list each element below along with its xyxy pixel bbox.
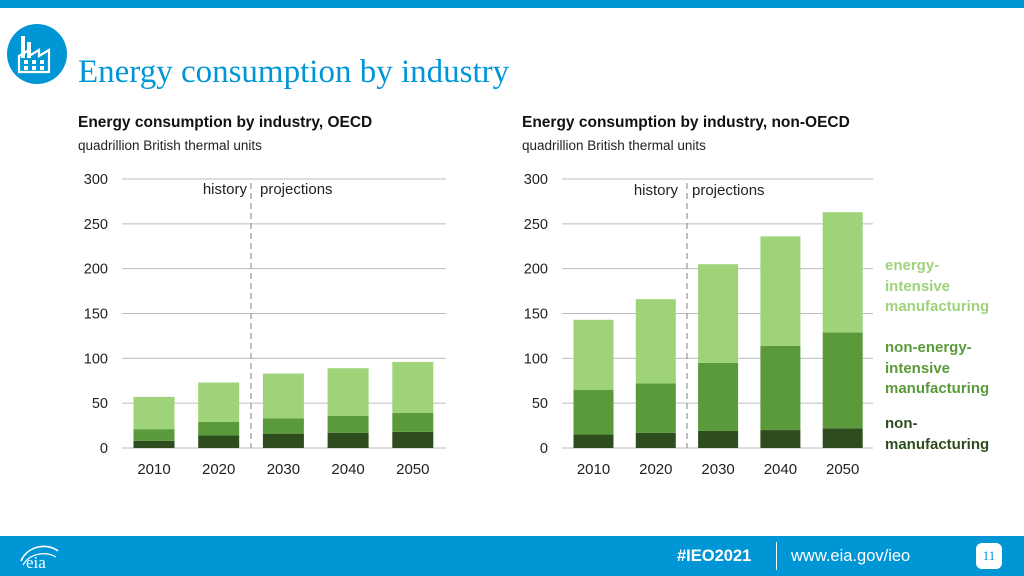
oecd-bar-2040-energy-intensive-manufacturing xyxy=(327,368,369,416)
oecd-y-tick-label: 100 xyxy=(84,351,108,367)
oecd-x-tick-label: 2030 xyxy=(267,461,300,478)
factory-icon xyxy=(7,24,67,84)
oecd-bar-2010-energy-intensive-manufacturing xyxy=(133,396,175,430)
non-oecd-bar-2050-non-energy-intensive-manufacturing xyxy=(822,332,863,429)
non-oecd-bar-2010-non-manufacturing xyxy=(573,434,614,448)
non-oecd-bar-2040-non-energy-intensive-manufacturing xyxy=(760,345,801,431)
legend-non-energy-intensive: non-energy- intensive manufacturing xyxy=(885,338,1015,400)
legend-energy-intensive-line-2: intensive xyxy=(885,277,951,295)
non-oecd-projections-label: projections xyxy=(692,182,765,199)
oecd-x-tick-label: 2040 xyxy=(331,461,364,478)
footer-divider xyxy=(776,542,777,570)
oecd-x-tick-label: 2020 xyxy=(202,461,235,478)
oecd-y-tick-label: 200 xyxy=(84,262,108,278)
non-oecd-y-tick-label: 200 xyxy=(524,262,548,278)
oecd-y-tick-label: 300 xyxy=(84,172,108,188)
eia-logo-text: eia xyxy=(26,553,46,571)
oecd-bar-2030-non-manufacturing xyxy=(262,433,304,448)
non-oecd-y-tick-label: 150 xyxy=(524,307,548,323)
oecd-bar-2020-non-energy-intensive-manufacturing xyxy=(198,421,240,436)
non-oecd-x-tick-label: 2040 xyxy=(764,461,797,478)
non-oecd-bar-2050-energy-intensive-manufacturing xyxy=(822,212,863,333)
non-oecd-y-tick-label: 250 xyxy=(524,217,548,233)
legend-energy-intensive: energy- intensive manufacturing xyxy=(885,256,1015,318)
footer-hashtag[interactable]: #IEO2021 xyxy=(677,547,752,565)
oecd-bar-2020-energy-intensive-manufacturing xyxy=(198,382,240,422)
non-oecd-x-tick-label: 2010 xyxy=(577,461,610,478)
top-accent-bar xyxy=(0,0,1024,8)
non-oecd-chart-title: Energy consumption by industry, non-OECD xyxy=(522,114,850,131)
non-oecd-x-tick-label: 2050 xyxy=(826,461,859,478)
oecd-bar-2030-energy-intensive-manufacturing xyxy=(262,373,304,419)
non-oecd-bar-2010-non-energy-intensive-manufacturing xyxy=(573,389,614,435)
oecd-chart-units: quadrillion British thermal units xyxy=(78,138,262,153)
oecd-bar-2050-energy-intensive-manufacturing xyxy=(392,361,434,414)
oecd-y-tick-label: 250 xyxy=(84,217,108,233)
legend-energy-intensive-line-3: manufacturing xyxy=(885,298,990,315)
non-oecd-y-tick-label: 0 xyxy=(540,441,548,457)
legend-non-energy-intensive-line-1: non-energy- xyxy=(885,339,972,356)
page-title: Energy consumption by industry xyxy=(78,54,510,90)
non-oecd-bar-2040-non-manufacturing xyxy=(760,430,801,448)
legend-energy-intensive-line-1: energy- xyxy=(885,257,940,274)
oecd-bar-2050-non-manufacturing xyxy=(392,431,434,448)
non-oecd-bar-2020-energy-intensive-manufacturing xyxy=(635,299,676,384)
legend-non-energy-intensive-line-3: manufacturing xyxy=(885,380,990,397)
oecd-bar-2050-non-energy-intensive-manufacturing xyxy=(392,413,434,432)
non-oecd-x-tick-label: 2020 xyxy=(639,461,672,478)
oecd-x-tick-label: 2010 xyxy=(137,461,170,478)
non-oecd-bar-2030-non-energy-intensive-manufacturing xyxy=(698,362,739,431)
non-oecd-bar-2050-non-manufacturing xyxy=(822,428,863,448)
footer-bar xyxy=(0,536,1024,576)
oecd-x-tick-label: 2050 xyxy=(396,461,429,478)
oecd-bar-2040-non-manufacturing xyxy=(327,432,369,448)
oecd-history-label: history xyxy=(203,181,248,198)
oecd-y-tick-label: 50 xyxy=(92,396,108,412)
legend-non-manufacturing-line-1: non- xyxy=(885,415,918,432)
non-oecd-y-tick-label: 300 xyxy=(524,172,548,188)
non-oecd-bar-2040-energy-intensive-manufacturing xyxy=(760,236,801,346)
oecd-projections-label: projections xyxy=(260,181,333,198)
oecd-chart-title: Energy consumption by industry, OECD xyxy=(78,114,373,131)
oecd-bar-2030-non-energy-intensive-manufacturing xyxy=(262,418,304,434)
non-oecd-bar-2030-non-manufacturing xyxy=(698,430,739,448)
oecd-y-tick-label: 150 xyxy=(84,307,108,323)
eia-logo-icon: eia xyxy=(18,541,60,576)
non-oecd-bar-2020-non-energy-intensive-manufacturing xyxy=(635,383,676,433)
non-oecd-y-tick-label: 50 xyxy=(532,396,548,412)
oecd-y-tick-label: 0 xyxy=(100,441,108,457)
non-oecd-history-label: history xyxy=(634,182,679,199)
non-oecd-x-tick-label: 2030 xyxy=(701,461,734,478)
non-oecd-bar-2010-energy-intensive-manufacturing xyxy=(573,319,614,390)
page-number: 11 xyxy=(976,543,1002,569)
legend-non-energy-intensive-line-2: intensive xyxy=(885,359,951,377)
oecd-bar-2010-non-manufacturing xyxy=(133,440,175,448)
non-oecd-bar-2030-energy-intensive-manufacturing xyxy=(698,264,739,363)
legend-non-manufacturing: non- manufacturing xyxy=(885,414,1015,455)
non-oecd-y-tick-label: 100 xyxy=(524,351,548,367)
oecd-bar-2020-non-manufacturing xyxy=(198,435,240,448)
legend-non-manufacturing-line-2: manufacturing xyxy=(885,435,990,453)
footer-url-link[interactable]: www.eia.gov/ieo xyxy=(791,547,911,565)
non-oecd-bar-2020-non-manufacturing xyxy=(635,432,676,448)
oecd-bar-2010-non-energy-intensive-manufacturing xyxy=(133,429,175,441)
oecd-bar-2040-non-energy-intensive-manufacturing xyxy=(327,415,369,433)
non-oecd-chart-units: quadrillion British thermal units xyxy=(522,138,706,153)
